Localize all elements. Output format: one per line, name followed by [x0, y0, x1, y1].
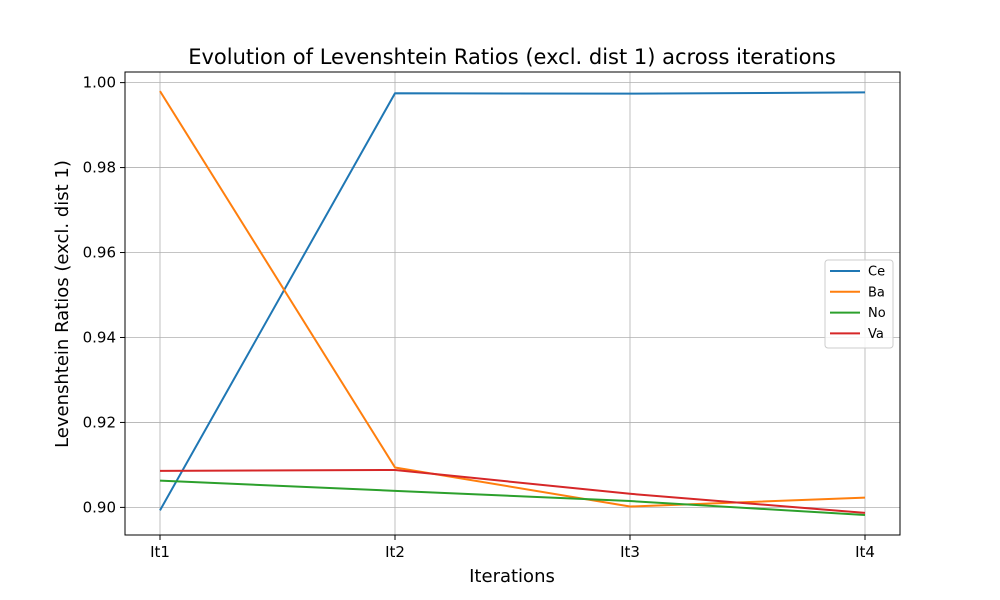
- series-line-ce: [159, 91, 866, 511]
- legend-box: [824, 259, 894, 349]
- y-tick-label: 0.90: [83, 498, 116, 516]
- x-tick-label: It2: [385, 543, 405, 561]
- x-tick-label: It4: [855, 543, 875, 561]
- series-lines: [159, 90, 866, 517]
- y-tick-label: 0.98: [83, 159, 116, 177]
- legend-label-ce: Ce: [868, 265, 885, 280]
- x-tick-label: It3: [620, 543, 640, 561]
- y-tick-label: 0.96: [83, 244, 116, 262]
- x-axis-title: Iterations: [469, 566, 555, 587]
- y-tick-label: 1.00: [83, 74, 116, 92]
- x-tick-label: It1: [150, 543, 170, 561]
- series-line-va: [159, 469, 866, 514]
- x-axis-ticks: It1 It2 It3 It4: [150, 535, 875, 561]
- y-axis-ticks: 0.90 0.92 0.94 0.96 0.98 1.00: [83, 74, 125, 516]
- chart-title: Evolution of Levenshtein Ratios (excl. d…: [188, 45, 836, 69]
- legend-label-ba: Ba: [868, 285, 885, 300]
- y-tick-label: 0.92: [83, 413, 116, 431]
- legend-label-va: Va: [868, 327, 884, 342]
- y-tick-label: 0.94: [83, 328, 116, 346]
- grid-lines: [125, 72, 900, 535]
- series-line-no: [159, 479, 866, 517]
- legend: Ce Ba No Va: [824, 259, 894, 349]
- y-axis-title: Levenshtein Ratios (excl. dist 1): [52, 160, 73, 448]
- legend-label-no: No: [868, 306, 886, 321]
- plot-area-frame: [124, 71, 901, 536]
- series-line-ba: [159, 90, 866, 508]
